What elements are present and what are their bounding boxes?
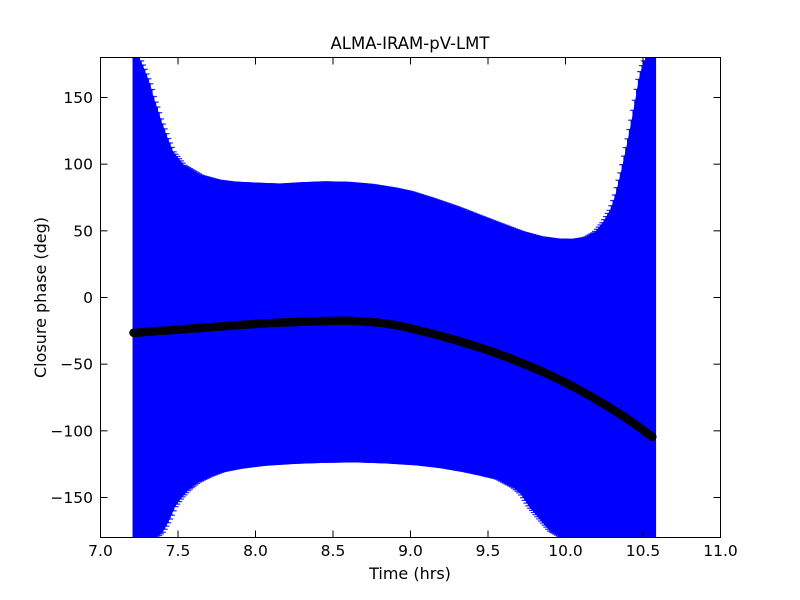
- y-tick-label: 100: [63, 156, 93, 174]
- x-tick-label: 8.5: [321, 542, 346, 560]
- x-tick-label: 8.0: [243, 542, 268, 560]
- axis-tick-labels: 7.0 7.5 8.0 8.5 9.0 9.5 10.0 10.5 11.0 −150 −100 −5…: [50, 89, 737, 560]
- y-tick-label: −100: [50, 422, 93, 440]
- x-tick-label: 9.5: [476, 542, 501, 560]
- y-tick-label: −50: [60, 356, 93, 374]
- x-tick-label: 11.0: [703, 542, 738, 560]
- y-tick-label: 0: [83, 289, 93, 307]
- x-tick-label: 9.0: [398, 542, 423, 560]
- error-bars: [132, 57, 657, 538]
- axis-ticks: [100, 57, 721, 538]
- x-tick-label: 7.0: [88, 542, 113, 560]
- x-axis-label: Time (hrs): [368, 564, 451, 583]
- x-tick-label: 10.0: [548, 542, 583, 560]
- y-axis-label: Closure phase (deg): [31, 217, 50, 378]
- plot-area: [129, 57, 657, 538]
- chart-title: ALMA-IRAM-pV-LMT: [331, 34, 491, 53]
- y-tick-label: 150: [63, 89, 93, 107]
- x-tick-label: 10.5: [626, 542, 661, 560]
- model-curve: [129, 316, 657, 442]
- y-tick-label: −150: [50, 489, 93, 507]
- x-tick-label: 7.5: [166, 542, 191, 560]
- y-tick-label: 50: [73, 222, 93, 240]
